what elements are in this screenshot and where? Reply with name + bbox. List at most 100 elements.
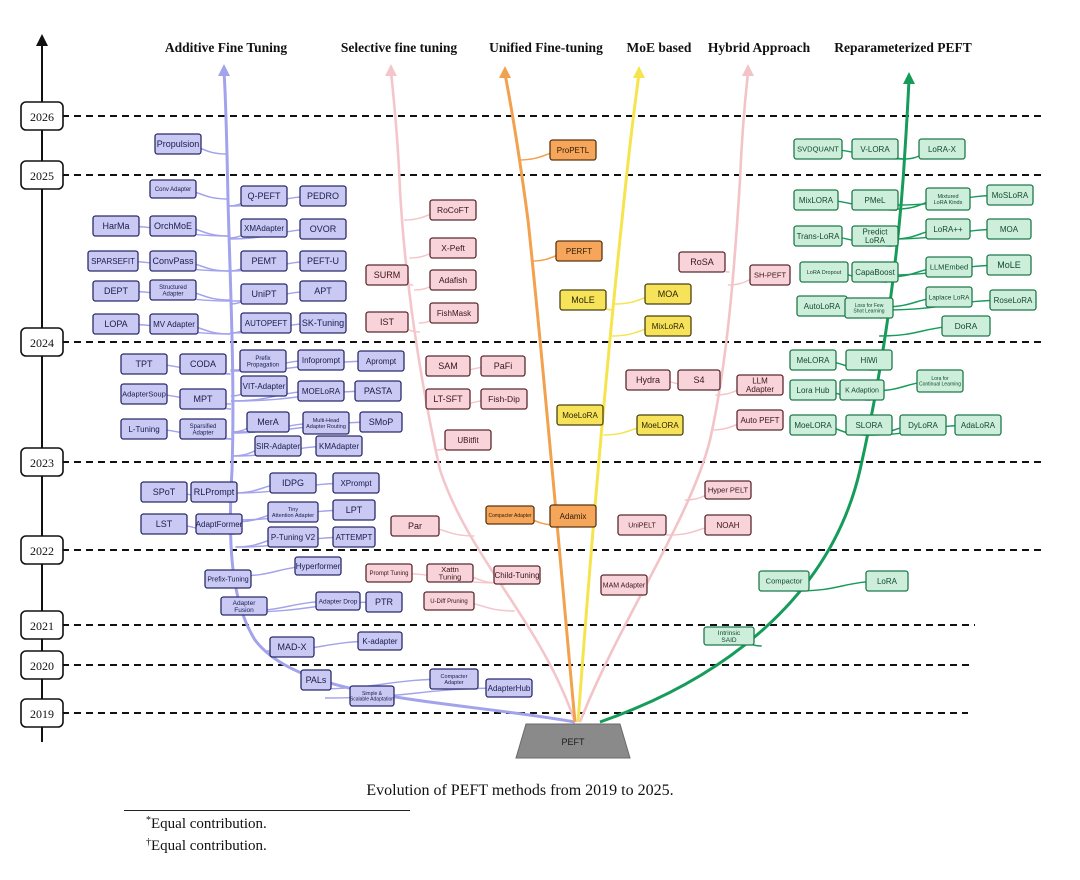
method-box	[357, 631, 403, 651]
method-label: UniPT	[251, 289, 277, 299]
year-label: 2022	[30, 544, 54, 558]
method-box	[300, 669, 332, 691]
method-label: Child-Tuning	[494, 571, 539, 580]
method-box	[349, 685, 395, 707]
method-box	[359, 411, 403, 433]
method-node-sparsefit: SPARSEFIT	[87, 250, 139, 272]
method-label: AdapterSoup	[122, 390, 166, 399]
method-box	[154, 133, 202, 155]
method-label: Sparsified Adapter	[190, 424, 217, 436]
year-label: 2019	[30, 707, 54, 721]
method-box	[549, 504, 597, 528]
method-box	[954, 414, 1002, 436]
method-label: XMAdapter	[244, 224, 284, 233]
method-node-moelora: MoeLoRA	[556, 404, 604, 426]
method-node-mam-adapter: MAM Adapter	[600, 574, 648, 596]
method-node-mera: MerA	[246, 411, 290, 433]
method-box	[851, 189, 899, 211]
method-node-ovor: OVOR	[299, 218, 347, 240]
method-node-perft: PERFT	[555, 240, 603, 262]
method-label: CODA	[190, 359, 216, 369]
branch-trunk-selective	[389, 71, 577, 723]
method-box	[839, 379, 885, 401]
method-box	[644, 283, 692, 305]
method-node-prompt-tuning: Prompt Tuning	[365, 563, 413, 583]
method-node-predict-lora: Predict LoRA	[851, 225, 899, 247]
method-box	[549, 139, 597, 161]
method-label: Adapter Drop	[319, 598, 358, 605]
method-node-autopeft: AUTOPEFT	[240, 312, 292, 334]
method-label: LoRA Dropout	[807, 270, 842, 276]
branch-title-moe: MoE based	[627, 40, 692, 55]
method-label: KMAdapter	[319, 442, 359, 451]
method-box	[918, 138, 966, 160]
method-box	[297, 349, 345, 371]
method-node-pmel: PMeL	[851, 189, 899, 211]
method-box	[254, 435, 302, 457]
method-box	[120, 353, 168, 375]
method-box	[636, 414, 684, 436]
method-label: LOPA	[104, 319, 127, 329]
method-label: SH-PEFT	[754, 271, 787, 280]
method-node-lora-for-continual-learning: Lora for Continual Learning	[916, 369, 964, 393]
method-label: HarMa	[102, 221, 129, 231]
method-node-mpt: MPT	[179, 388, 227, 410]
method-box	[703, 626, 755, 646]
method-node-dept: DEPT	[92, 280, 140, 302]
method-node-hyperformer: Hyperformer	[294, 556, 342, 576]
method-label: MerA	[257, 417, 279, 427]
method-box	[149, 279, 197, 301]
method-node-mixlora: MixLoRA	[644, 315, 692, 337]
method-label: Conv Adapter	[155, 187, 191, 193]
method-box	[179, 418, 227, 440]
method-label: MoeLORA	[641, 421, 679, 430]
method-label: Adamix	[560, 512, 587, 521]
method-node-par: Par	[390, 515, 440, 537]
method-box	[429, 668, 479, 690]
method-label: IDPG	[282, 478, 304, 488]
footnote-2-mark: †	[146, 837, 151, 848]
method-label: MixLORA	[799, 196, 834, 205]
method-box	[195, 513, 243, 535]
method-box	[267, 501, 319, 523]
method-box	[149, 215, 197, 237]
method-node-kmadapter: KMAdapter	[315, 435, 363, 457]
method-node-convpass: ConvPass	[149, 250, 197, 272]
method-node-simple-scalable-adaptation: Simple & Scalable Adaptation	[349, 685, 395, 707]
method-node-propetl: ProPETL	[549, 139, 597, 161]
footnote-2-text: Equal contribution.	[151, 838, 267, 854]
method-node-l-tuning: L-Tuning	[120, 418, 168, 440]
method-node-prefix-tuning: Prefix-Tuning	[204, 569, 252, 589]
method-label: PMeL	[865, 196, 886, 205]
method-label: OrchMoE	[154, 221, 192, 231]
method-label: RoCoFT	[437, 205, 469, 215]
method-label: MPT	[194, 394, 214, 404]
method-label: Simple & Scalable Adaptation	[350, 691, 394, 702]
method-label: Par	[408, 521, 422, 531]
method-label: AdapterHub	[488, 684, 531, 693]
method-box	[190, 481, 238, 503]
method-node-capaboost: CapaBoost	[851, 261, 899, 283]
method-node-v-lora: V-LORA	[851, 138, 899, 160]
method-node-adapterhub: AdapterHub	[485, 678, 533, 698]
year-box-2021: 2021	[20, 610, 64, 640]
method-node-rosa: RoSA	[678, 251, 726, 273]
method-node-sh-peft: SH-PEFT	[749, 264, 791, 286]
method-box	[92, 280, 140, 302]
method-label: TPT	[136, 359, 154, 369]
method-box	[429, 237, 477, 259]
method-node-k-adaption: K Adaption	[839, 379, 885, 401]
peft-root: PEFT	[515, 723, 631, 759]
method-box	[989, 289, 1037, 311]
method-node-surm: SURM	[365, 264, 409, 286]
method-node-multi-head-adapter-routing: Multi-Head Adapter Routing	[302, 411, 350, 435]
method-node-s4: S4	[677, 369, 721, 391]
method-label: PALs	[306, 675, 327, 685]
method-label: Compactor	[766, 577, 803, 586]
method-label: Xattn Tuning	[439, 565, 462, 582]
method-node-roselora: RoseLoRA	[989, 289, 1037, 311]
method-node-tiny-attention-adapter: Tiny Attention Adapter	[267, 501, 319, 523]
method-box	[365, 591, 403, 613]
method-box	[793, 189, 839, 211]
method-node-trans-lora: Trans-LoRA	[793, 225, 843, 247]
